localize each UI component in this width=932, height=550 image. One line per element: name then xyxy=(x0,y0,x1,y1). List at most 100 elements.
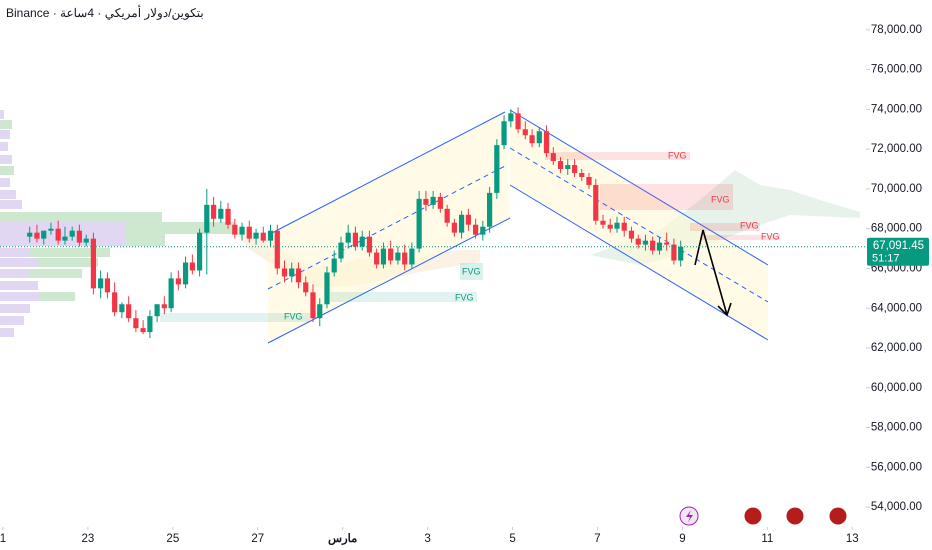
candle-body xyxy=(204,204,210,233)
candle-body xyxy=(508,113,514,122)
candle-body xyxy=(515,113,521,130)
candle-body xyxy=(522,129,528,136)
candle-body xyxy=(154,304,160,317)
candle-body xyxy=(345,232,351,243)
candle-body xyxy=(536,131,542,144)
event-icon[interactable] xyxy=(743,506,763,526)
candle-body xyxy=(628,230,635,239)
channel-line xyxy=(509,184,769,341)
arrow-head xyxy=(717,302,732,317)
candle-body xyxy=(295,268,302,283)
fvg-label: FVG xyxy=(761,231,780,241)
y-tick-label: 78,000.00 xyxy=(871,24,922,36)
y-tick-label: 64,000.00 xyxy=(871,302,922,314)
candle-body xyxy=(274,230,280,269)
candle-body xyxy=(119,304,125,313)
fvg-label: FVG xyxy=(668,150,687,160)
candle-body xyxy=(246,226,252,239)
candle-body xyxy=(642,240,649,245)
x-tick-label: 11 xyxy=(761,533,773,545)
y-tick-label: 76,000.00 xyxy=(871,64,922,76)
candle-body xyxy=(430,196,436,205)
candle-body xyxy=(112,292,118,313)
candle-body xyxy=(473,224,479,235)
x-tick-label: مارس xyxy=(328,532,357,546)
candle-body xyxy=(182,262,189,285)
y-tick-label: 60,000.00 xyxy=(871,382,922,394)
fvg-zone xyxy=(690,223,760,231)
candle-body xyxy=(607,224,613,229)
candle-body xyxy=(402,252,408,265)
candle-body xyxy=(218,208,224,219)
event-icon xyxy=(686,510,693,522)
fvg-zone xyxy=(700,235,780,240)
y-tick-label: 58,000.00 xyxy=(871,422,922,434)
candle-body xyxy=(465,214,471,225)
x-tick-label: 3 xyxy=(424,533,430,545)
candle-body xyxy=(671,244,677,261)
candle-body xyxy=(126,304,132,319)
candle-body xyxy=(529,135,535,144)
candle-body xyxy=(104,278,111,293)
candle-body xyxy=(133,318,139,329)
channel-line xyxy=(267,217,511,344)
channel-line xyxy=(267,111,506,236)
arrow xyxy=(694,229,728,316)
candle-body xyxy=(664,242,670,245)
candle-body xyxy=(338,242,344,259)
y-tick-label: 70,000.00 xyxy=(871,183,922,195)
candle-body xyxy=(168,278,174,309)
candle-body xyxy=(409,248,415,265)
candle-body xyxy=(62,236,68,241)
candle-body xyxy=(380,248,387,265)
candle-body xyxy=(359,236,365,247)
candle-body xyxy=(175,278,181,285)
candle-body xyxy=(600,220,606,225)
candle-body xyxy=(27,232,33,237)
event-icon[interactable] xyxy=(785,506,805,526)
candle-body xyxy=(593,184,599,221)
y-tick-label: 72,000.00 xyxy=(871,143,922,155)
x-tick-label: 23 xyxy=(82,533,95,545)
candle-body xyxy=(416,198,422,249)
volume-profile xyxy=(0,110,235,337)
countdown: 51:17 xyxy=(872,253,900,265)
candle-body xyxy=(210,204,217,219)
candle-body xyxy=(586,176,592,185)
chart-title: Binance · بتكوين/دولار أمريكي · 4ساعة xyxy=(6,5,204,20)
candle-body xyxy=(147,316,153,333)
candle-body xyxy=(34,232,40,239)
candle-body xyxy=(451,222,457,233)
y-tick-label: 56,000.00 xyxy=(871,461,922,473)
y-tick-label: 68,000.00 xyxy=(871,223,922,235)
candle-body xyxy=(543,131,550,154)
fvg-zone xyxy=(600,184,733,210)
candle-body xyxy=(69,230,75,237)
candle-body xyxy=(621,222,627,231)
candle-body xyxy=(571,165,578,174)
y-tick-label: 54,000.00 xyxy=(871,501,922,513)
candle-body xyxy=(494,145,500,193)
candle-body xyxy=(423,198,429,205)
candle-body xyxy=(281,268,288,277)
candle-body xyxy=(635,238,641,245)
candle-body xyxy=(480,226,486,235)
candle-body xyxy=(324,272,330,305)
candle-body xyxy=(232,224,238,235)
candle-body xyxy=(189,262,195,271)
fvg-zone xyxy=(545,152,690,160)
candle-body xyxy=(550,153,556,162)
x-tick-label: 9 xyxy=(679,533,685,545)
x-tick-label: 1 xyxy=(0,533,6,545)
candle-body xyxy=(260,232,266,241)
candle-body xyxy=(253,232,259,239)
fvg-zone xyxy=(160,313,310,322)
y-tick-label: 62,000.00 xyxy=(871,342,922,354)
candle-body xyxy=(41,230,47,239)
candle-body xyxy=(366,236,373,253)
x-tick-label: 7 xyxy=(594,533,600,545)
candle-body xyxy=(501,121,507,146)
event-icon[interactable] xyxy=(828,506,848,526)
